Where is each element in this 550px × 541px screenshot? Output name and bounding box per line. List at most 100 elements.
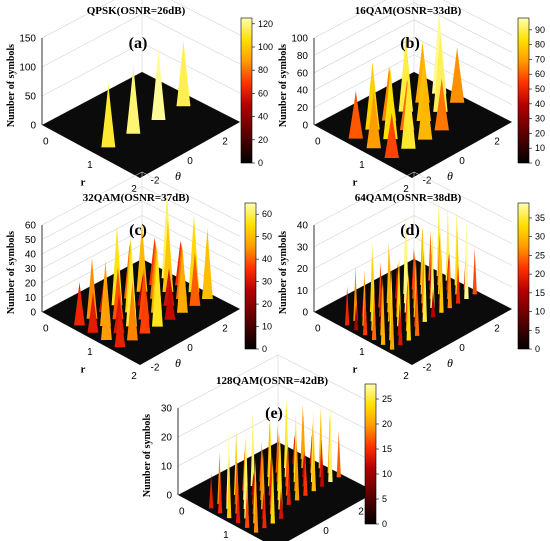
theta-axis-label: θ <box>175 169 181 183</box>
grid-line <box>277 354 377 406</box>
grid-line <box>313 215 415 269</box>
grid-line <box>41 215 143 269</box>
peak <box>163 268 175 306</box>
z-tick-label: 20 <box>161 433 173 444</box>
colorbar-tick-label: 0 <box>535 158 540 168</box>
r-tick-label: 0 <box>43 136 49 147</box>
grid-line <box>177 412 279 467</box>
peak <box>311 430 316 492</box>
panel-label: (c) <box>129 222 147 239</box>
peak <box>139 284 151 334</box>
colorbar-gradient <box>364 383 377 525</box>
z-axis-label: Number of symbols <box>142 414 153 497</box>
panel-b: 0 20 40 60 80 100 0 1 2 -2 0 2 Number of symbols r θ 16… <box>278 0 513 195</box>
grid-line <box>41 13 143 68</box>
colorbar-tick-label: 5 <box>382 494 387 504</box>
grid-line <box>41 186 143 240</box>
grid-line <box>313 193 415 248</box>
peak <box>100 276 112 341</box>
peak <box>362 291 368 336</box>
z-tick-label: 0 <box>302 308 308 319</box>
grid-line <box>413 2 513 53</box>
grid-line <box>313 236 415 291</box>
peak <box>235 488 241 523</box>
colorbar-tick-label: 20 <box>382 419 392 429</box>
grid-line <box>177 383 279 438</box>
grid-line <box>141 200 241 252</box>
r-tick-label: 0 <box>315 136 321 147</box>
r-tick-label: 1 <box>87 160 93 171</box>
peak <box>286 470 291 505</box>
theta-tick-label: 2 <box>222 323 228 334</box>
colorbar-gradient <box>517 202 530 350</box>
panel-label: (e) <box>265 405 283 422</box>
r-tick-label: 2 <box>131 371 137 382</box>
peak <box>336 431 341 478</box>
peak <box>439 247 444 313</box>
colorbar-tick-label: 60 <box>535 69 545 79</box>
panel-label: (a) <box>129 35 148 52</box>
grid-line <box>141 171 241 223</box>
peak <box>136 222 148 292</box>
colorbar-tick-label: 70 <box>535 54 545 64</box>
theta-tick-label: 2 <box>222 136 228 147</box>
z-tick-label: 50 <box>25 235 37 246</box>
colorbar-tick-label: 40 <box>262 254 272 264</box>
z-tick-label: 150 <box>19 34 36 45</box>
panel-label: (b) <box>400 35 420 52</box>
peak <box>380 283 386 345</box>
theta-tick-label: -2 <box>151 363 160 374</box>
grid-line <box>141 215 241 266</box>
theta-tick-label: 2 <box>494 323 500 334</box>
peak <box>449 47 465 103</box>
peak <box>87 292 99 333</box>
peak <box>278 439 283 510</box>
colorbar-tick-label: 0 <box>262 344 267 354</box>
z-tick-label: 0 <box>166 491 172 502</box>
peak <box>164 284 176 320</box>
r-tick-label: 2 <box>403 371 409 382</box>
peak <box>303 455 308 496</box>
colorbar-tick-label: 25 <box>382 394 392 404</box>
colorbar-tick-label: 10 <box>262 322 272 332</box>
grid-line <box>41 42 143 97</box>
z-tick-label: 30 <box>161 404 173 415</box>
z-tick-label: 10 <box>25 293 37 304</box>
peak <box>384 112 399 158</box>
peak <box>389 290 395 350</box>
panel-title: 64QAM(OSNR=38dB) <box>355 192 462 204</box>
peak <box>162 219 174 293</box>
peak <box>396 256 402 327</box>
panel-c: 0 10 20 30 40 50 60 0 1 2 -2 0 2 Number of symbols r θ 3… <box>6 171 241 382</box>
r-tick-label: 1 <box>87 347 93 358</box>
colorbar-tick-label: 25 <box>535 250 545 260</box>
grid-line <box>313 2 415 56</box>
r-tick-label: 1 <box>359 160 365 171</box>
peak <box>250 410 256 486</box>
z-tick-label: 20 <box>297 103 309 114</box>
colorbar: 0 5 10 15 20 25 30 35 <box>517 202 545 354</box>
colorbar-tick-label: 20 <box>535 269 545 279</box>
panel-title: 16QAM(OSNR=33dB) <box>355 5 462 17</box>
peak <box>398 310 403 346</box>
grid-line <box>313 36 415 91</box>
colorbar-tick-label: 90 <box>535 25 545 35</box>
colorbar-tick-label: 15 <box>535 288 545 298</box>
peak <box>433 33 448 112</box>
z-tick-label: 0 <box>30 121 36 132</box>
peak <box>217 475 223 514</box>
theta-tick-label: 0 <box>187 156 193 167</box>
z-tick-label: 30 <box>297 242 309 253</box>
theta-tick-label: -2 <box>423 363 432 374</box>
colorbar-tick-label: 60 <box>262 209 272 219</box>
colorbar-tick-label: 120 <box>258 19 273 29</box>
colorbar-tick-label: 5 <box>535 325 540 335</box>
r-tick-label: 0 <box>43 323 49 334</box>
theta-tick-label: 0 <box>323 526 329 537</box>
colorbar-tick-label: 30 <box>262 277 272 287</box>
peak <box>201 227 213 300</box>
r-tick-label: 1 <box>223 530 229 541</box>
colorbar-tick-label: 50 <box>262 232 272 242</box>
colorbar-tick-label: 40 <box>535 99 545 109</box>
